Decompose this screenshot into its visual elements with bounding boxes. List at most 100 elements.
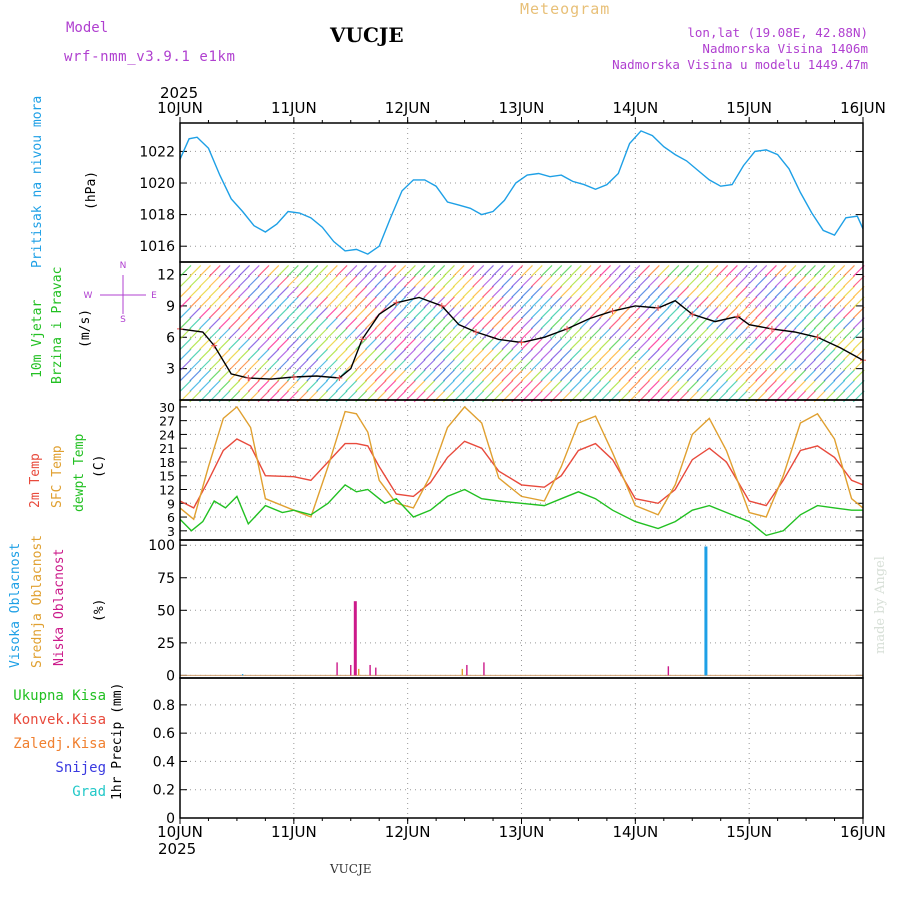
wind-barb xyxy=(462,306,475,319)
wind-barb xyxy=(355,348,368,361)
wind-barb xyxy=(267,296,280,309)
wind-barb xyxy=(618,285,631,298)
wind-barb xyxy=(257,327,270,340)
y-tick-label: 100 xyxy=(148,538,175,554)
legend-snow: Snijeg xyxy=(55,760,106,776)
wind-barb xyxy=(423,369,436,382)
wind-barb xyxy=(472,285,485,298)
wind-barb xyxy=(784,306,797,319)
wind-barb xyxy=(530,296,543,309)
wind-barb xyxy=(579,338,592,351)
wind-barb xyxy=(501,327,514,340)
wind-barb xyxy=(638,369,651,382)
wind-barb xyxy=(608,369,621,382)
wind-barb xyxy=(696,296,709,309)
wind-barb xyxy=(462,369,475,382)
wind-barb xyxy=(325,285,338,298)
x-tick-label: 10JUN xyxy=(157,99,203,117)
wind-barb xyxy=(638,379,651,392)
wind-barb xyxy=(667,275,680,288)
wind-barb xyxy=(208,264,221,277)
wind-barb xyxy=(403,327,416,340)
wind-barb xyxy=(413,264,426,277)
wind-barb xyxy=(784,348,797,361)
gust-marker xyxy=(359,336,366,343)
x-tick-label: 15JUN xyxy=(726,823,772,841)
wind-barb xyxy=(452,379,465,392)
wind-barb xyxy=(530,285,543,298)
wind-barb xyxy=(550,306,563,319)
wind-barb xyxy=(765,379,777,392)
wind-barb xyxy=(579,348,592,361)
wind-barb xyxy=(491,285,504,298)
wind-barb xyxy=(472,348,485,361)
wind-barb xyxy=(735,296,748,309)
wind-barb xyxy=(716,264,729,277)
wind-barb xyxy=(306,359,319,371)
wind-barb xyxy=(199,369,211,382)
wind-barb xyxy=(657,379,670,392)
wind-barb xyxy=(843,338,855,351)
wind-barb xyxy=(608,264,621,277)
wind-barb xyxy=(433,285,446,298)
gust-marker xyxy=(336,375,343,382)
wind-barb xyxy=(745,379,758,392)
wind-barb xyxy=(725,348,738,361)
wind-barb xyxy=(433,306,446,319)
wind-barb xyxy=(286,317,299,330)
wind-barb xyxy=(677,285,690,298)
wind-barb xyxy=(296,327,309,340)
wind-barb xyxy=(374,317,387,330)
wind-barb xyxy=(491,369,504,382)
wind-barb xyxy=(608,275,621,288)
wind-barb xyxy=(423,296,436,309)
wind-barb xyxy=(267,379,280,392)
wind-barb xyxy=(296,296,309,309)
wind-barb xyxy=(452,327,465,340)
wind-barb xyxy=(218,275,231,288)
wind-barb xyxy=(482,359,494,371)
wind-barb xyxy=(228,348,241,361)
wind-barb xyxy=(813,317,826,330)
series-line-1-0 xyxy=(179,296,864,380)
wind-barb xyxy=(589,317,602,330)
wind-barb xyxy=(306,306,319,319)
wind-barb xyxy=(804,306,816,319)
wind-barb xyxy=(452,369,465,382)
wind-barb xyxy=(208,359,221,371)
wind-barb xyxy=(423,327,436,340)
wind-barb xyxy=(521,306,533,319)
wind-barb xyxy=(423,264,436,277)
wind-barb xyxy=(618,348,631,361)
wind-barb xyxy=(443,359,455,371)
wind-barb xyxy=(403,275,416,288)
gust-marker xyxy=(518,339,525,346)
wind-barb xyxy=(579,306,592,319)
y-tick-label: 24 xyxy=(159,427,175,442)
wind-barb xyxy=(540,348,553,361)
wind-barb xyxy=(218,296,231,309)
wind-barb xyxy=(560,348,572,361)
wind-barb xyxy=(774,306,787,319)
wind-barb xyxy=(823,264,836,277)
wind-barb xyxy=(843,379,855,392)
gust-marker xyxy=(211,342,218,349)
wind-barb xyxy=(218,285,231,298)
wind-barb xyxy=(521,369,533,382)
wind-barb xyxy=(472,306,485,319)
wind-barb xyxy=(813,369,826,382)
wind-barb xyxy=(784,264,797,277)
compass-west: W xyxy=(84,291,93,301)
wind-barb xyxy=(491,317,504,330)
wind-barb xyxy=(443,296,455,309)
wind-barb xyxy=(608,285,621,298)
gust-marker xyxy=(768,325,775,332)
wind-barb xyxy=(472,275,485,288)
wind-barb xyxy=(794,275,807,288)
wind-barb xyxy=(325,359,338,371)
wind-barb xyxy=(774,379,787,392)
wind-barb xyxy=(228,317,241,330)
wind-barb xyxy=(725,264,738,277)
wind-barb xyxy=(755,348,768,361)
wind-barb xyxy=(335,338,348,351)
